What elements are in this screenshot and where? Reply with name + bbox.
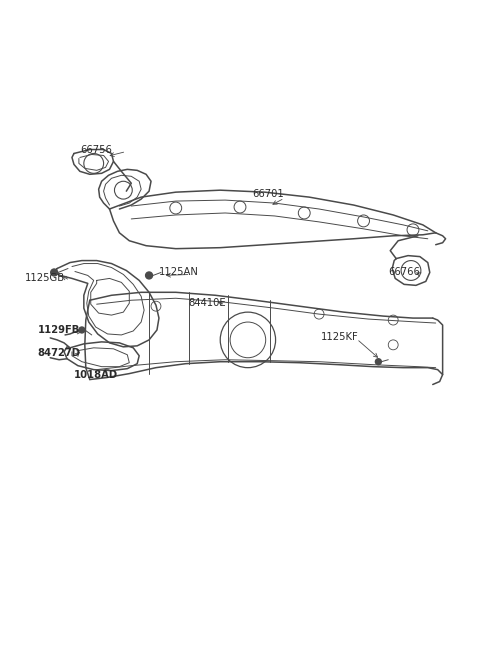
Text: 66766: 66766 [388, 267, 420, 278]
Text: 1129FB: 1129FB [37, 325, 80, 335]
Circle shape [145, 272, 153, 279]
Text: 1125AN: 1125AN [159, 267, 199, 278]
Text: 84727D: 84727D [37, 348, 80, 358]
Text: 1018AD: 1018AD [74, 369, 118, 380]
Text: 1125KF: 1125KF [321, 332, 359, 342]
Text: 66756: 66756 [80, 145, 112, 155]
Circle shape [375, 359, 381, 365]
Circle shape [79, 327, 85, 333]
Text: 66701: 66701 [252, 189, 284, 199]
Text: 1125GB: 1125GB [24, 273, 65, 284]
Text: 84410E: 84410E [189, 298, 226, 309]
Circle shape [51, 269, 58, 276]
